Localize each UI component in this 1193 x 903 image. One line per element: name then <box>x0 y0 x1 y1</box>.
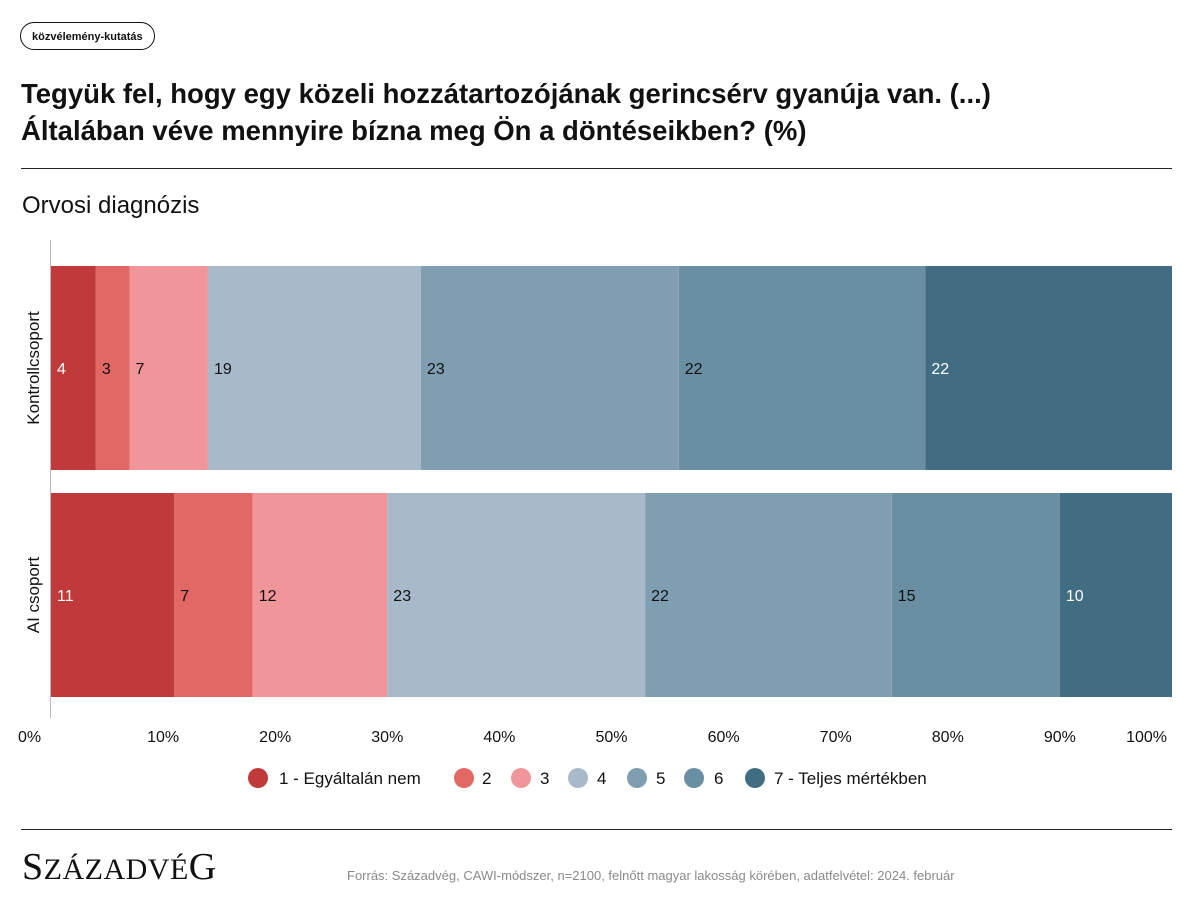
legend-marker <box>684 768 704 788</box>
legend-label: 5 <box>656 769 665 788</box>
x-tick-label: 100% <box>1126 729 1167 746</box>
bar-segment-2-3 <box>252 493 388 697</box>
legend-label: 7 - Teljes mértékben <box>774 769 927 788</box>
bar-segment-1-4 <box>207 266 421 470</box>
bottom-divider <box>21 829 1172 830</box>
legend-label: 2 <box>482 769 491 788</box>
bar-segment-2-2 <box>174 493 253 697</box>
legend-label: 3 <box>540 769 549 788</box>
legend-marker <box>511 768 531 788</box>
x-tick-label: 40% <box>483 729 515 746</box>
category-tag: közvélemény-kutatás <box>20 22 155 50</box>
bar-segment-2-4 <box>387 493 646 697</box>
bar-segment-1-5 <box>420 266 679 470</box>
x-tick-label: 90% <box>1044 729 1076 746</box>
top-divider <box>21 168 1172 169</box>
x-tick-label: 10% <box>147 729 179 746</box>
legend-label: 1 - Egyáltalán nem <box>279 769 421 788</box>
bar-segment-1-7 <box>925 266 1172 470</box>
x-tick-label: 20% <box>259 729 291 746</box>
chart-subtitle: Orvosi diagnózis <box>22 192 200 219</box>
data-label: 10 <box>1066 588 1084 605</box>
bar-segment-2-5 <box>645 493 892 697</box>
x-tick-label: 30% <box>371 729 403 746</box>
legend-marker <box>568 768 588 788</box>
x-tick-label: 60% <box>708 729 740 746</box>
x-tick-label: 70% <box>820 729 852 746</box>
data-label: 3 <box>102 361 111 378</box>
category-label: AI csoport <box>24 556 43 633</box>
title-line-2: Általában véve mennyire bízna meg Ön a d… <box>21 115 807 146</box>
x-tick-label: 0% <box>18 729 41 746</box>
legend-label: 4 <box>597 769 606 788</box>
bar-segment-2-7 <box>1059 493 1172 697</box>
data-label: 15 <box>898 588 916 605</box>
data-label: 12 <box>259 588 277 605</box>
bar-segment-1-1 <box>51 266 96 470</box>
legend-marker <box>248 768 268 788</box>
legend-marker <box>627 768 647 788</box>
data-label: 23 <box>393 588 411 605</box>
data-label: 22 <box>651 588 669 605</box>
legend-marker <box>454 768 474 788</box>
bar-segment-2-6 <box>891 493 1060 697</box>
data-label: 22 <box>685 361 703 378</box>
chart-title: Tegyük fel, hogy egy közeli hozzátartozó… <box>21 75 1171 149</box>
title-line-1: Tegyük fel, hogy egy közeli hozzátartozó… <box>21 78 991 109</box>
data-label: 19 <box>214 361 232 378</box>
category-label: Kontrollcsoport <box>24 311 43 425</box>
x-tick-label: 50% <box>595 729 627 746</box>
data-label: 22 <box>931 361 949 378</box>
szazadveg-logo: SZÁZADVÉG <box>22 846 217 888</box>
legend-label: 6 <box>714 769 723 788</box>
data-label: 7 <box>135 361 144 378</box>
bar-segment-1-6 <box>678 266 926 470</box>
x-tick-label: 80% <box>932 729 964 746</box>
data-label: 4 <box>57 361 66 378</box>
data-label: 11 <box>57 588 74 605</box>
bar-segment-1-2 <box>95 266 130 470</box>
data-label: 7 <box>180 588 189 605</box>
bar-segment-2-1 <box>51 493 175 697</box>
data-label: 23 <box>427 361 445 378</box>
source-note: Forrás: Századvég, CAWI-módszer, n=2100,… <box>347 868 955 883</box>
bar-segment-1-3 <box>129 266 208 470</box>
legend-marker <box>745 768 765 788</box>
